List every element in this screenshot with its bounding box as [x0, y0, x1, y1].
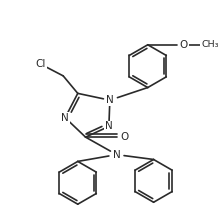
Text: N: N — [106, 95, 114, 105]
Text: N: N — [105, 121, 113, 131]
Text: Cl: Cl — [36, 59, 46, 69]
Text: CH₃: CH₃ — [201, 40, 219, 49]
Text: N: N — [113, 150, 120, 160]
Text: O: O — [120, 132, 129, 142]
Text: O: O — [180, 40, 188, 50]
Text: N: N — [61, 113, 69, 123]
